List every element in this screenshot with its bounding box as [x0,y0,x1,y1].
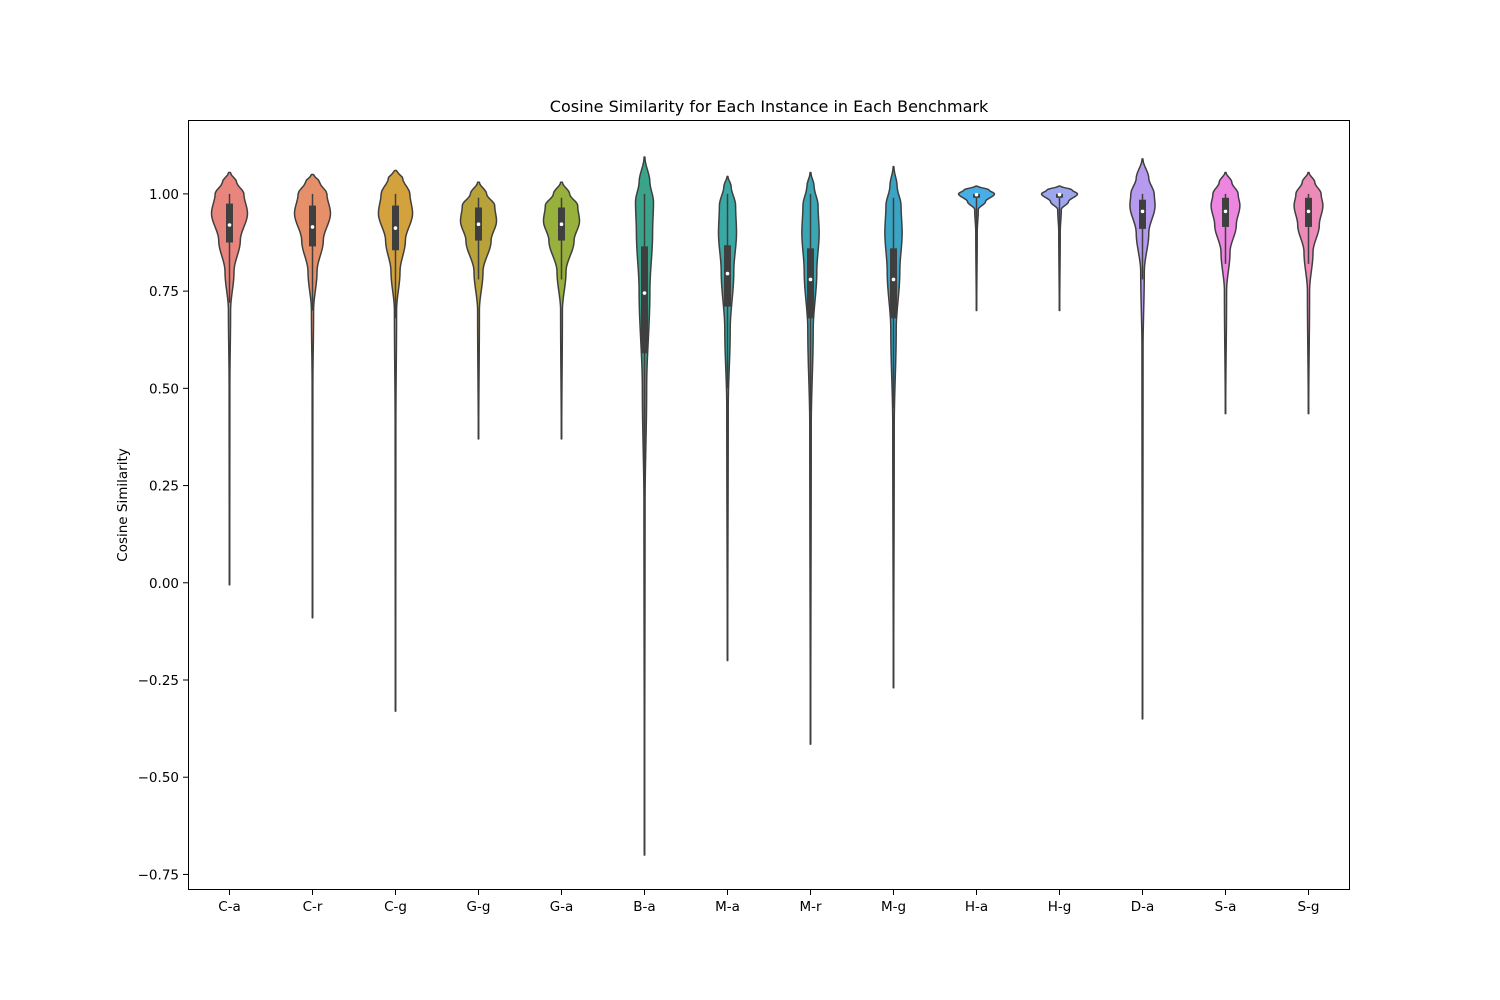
violin-S-a [1210,171,1241,415]
violin-iqr-box [807,248,814,319]
violin-median [808,277,813,282]
x-axis: C-a C-r C-g G-g G-a B-a M-a M-r M-g H-a H-g D-a S-a S… [218,890,1320,915]
violin-D-a [1129,158,1156,720]
violin-body [210,171,249,586]
violin-body [957,185,996,312]
x-tick-label: H-a [965,899,988,915]
violin-body [1210,171,1241,415]
violin-median [1057,192,1062,197]
violin-C-r [293,173,332,619]
violin-iqr-box [226,203,233,243]
violin-median [1306,209,1311,214]
x-tick-label: M-r [799,899,822,915]
x-tick-label: S-g [1297,899,1319,915]
y-tick-label: 0.75 [149,284,179,300]
x-tick-label: G-g [467,899,491,915]
violin-M-a [717,175,738,662]
y-tick-label: 1.00 [149,187,179,203]
x-tick-label: H-g [1048,899,1072,915]
y-axis: −0.75 −0.50 −0.25 0.00 0.25 0.50 0.75 1.00 [138,187,188,883]
violin-median [974,192,979,197]
violin-median [559,222,564,227]
x-tick-label: C-g [384,899,407,915]
violin-body [1040,185,1079,312]
violin-body [293,173,332,619]
x-tick-label: G-a [550,899,574,915]
violin-iqr-box [1139,199,1146,229]
violin-body [884,165,903,689]
violin-median [227,223,232,227]
x-tick-label: M-a [715,899,740,915]
y-tick-label: −0.25 [138,673,179,689]
violin-body [717,175,738,662]
violin-iqr-box [641,246,648,354]
violin-median [1140,209,1145,214]
violin-median [725,271,730,276]
violin-C-a [210,171,249,586]
violin-C-g [377,169,414,712]
violin-median [476,222,481,227]
violin-median [310,225,315,229]
violin-body [634,156,655,856]
violin-B-a [634,156,655,856]
y-tick-label: 0.50 [149,381,179,397]
chart-title: Cosine Similarity for Each Instance in E… [550,97,989,116]
violin-H-g [1040,185,1079,312]
violin-body [1293,171,1324,415]
violin-body [377,169,414,712]
y-tick-label: −0.50 [138,770,179,786]
x-tick-label: C-r [303,899,323,915]
violin-body [459,181,498,440]
violin-G-a [542,181,581,440]
violin-G-g [459,181,498,440]
violin-H-a [957,185,996,312]
violin-iqr-box [890,248,897,319]
y-tick-label: 0.00 [149,576,179,592]
y-tick-label: −0.75 [138,867,179,883]
x-tick-label: D-a [1131,899,1155,915]
violin-median [642,291,647,295]
violin-median [1223,209,1228,214]
violin-body [1129,158,1156,720]
x-tick-label: C-a [218,899,241,915]
violin-M-r [801,171,820,745]
violin-M-g [884,165,903,689]
y-tick-label: 0.25 [149,479,179,495]
x-tick-label: M-g [881,899,906,915]
violin-iqr-box [724,245,731,307]
violin-median [393,226,398,230]
x-tick-label: S-a [1215,899,1237,915]
violin-median [891,277,896,282]
violin-body [542,181,581,440]
axes-frame [188,120,1350,890]
violin-body [801,171,820,745]
y-axis-label: Cosine Similarity [115,448,131,561]
violin-S-g [1293,171,1324,415]
x-tick-label: B-a [633,899,655,915]
plot-area [210,156,1324,856]
